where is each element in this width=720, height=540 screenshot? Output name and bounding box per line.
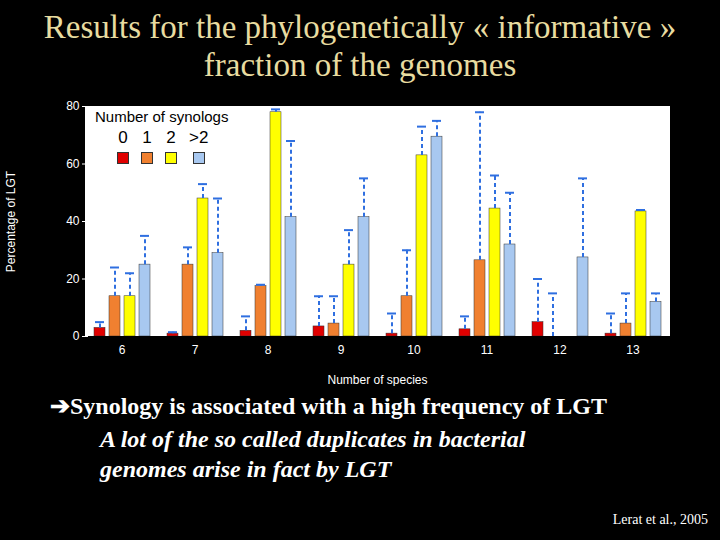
svg-text:40: 40 — [66, 214, 80, 228]
svg-text:Percentage of LGT: Percentage of LGT — [4, 170, 18, 272]
svg-text:60: 60 — [66, 157, 80, 171]
svg-text:0: 0 — [73, 329, 80, 343]
html-text:2: 2 — [166, 128, 176, 147]
svg-text:20: 20 — [66, 272, 80, 286]
svg-text:8: 8 — [265, 343, 272, 357]
html-text:Lerat et al., 2005: Lerat et al., 2005 — [612, 512, 708, 527]
svg-text:80: 80 — [66, 99, 80, 113]
svg-text:13: 13 — [626, 343, 640, 357]
svg-text:11: 11 — [481, 343, 494, 357]
svg-text:7: 7 — [192, 343, 199, 357]
svg-text:12: 12 — [553, 343, 567, 357]
html-text:Number of synologs: Number of synologs — [95, 108, 229, 125]
html-text:1: 1 — [142, 128, 152, 147]
svg-text:Number of species: Number of species — [327, 373, 427, 387]
html-text:Results for the phylogenetical: Results for the phylogenetically « infor… — [43, 9, 677, 83]
html-text:➔Synology is associated with a: ➔Synology is associated with a high freq… — [50, 393, 607, 419]
html-text:0: 0 — [118, 128, 128, 147]
html-text:>2: >2 — [189, 128, 209, 147]
svg-text:10: 10 — [407, 343, 421, 357]
html-text:A lot of the so called duplica: A lot of the so called duplicates in bac… — [100, 426, 526, 482]
svg-text:9: 9 — [338, 343, 345, 357]
svg-text:6: 6 — [119, 343, 126, 357]
